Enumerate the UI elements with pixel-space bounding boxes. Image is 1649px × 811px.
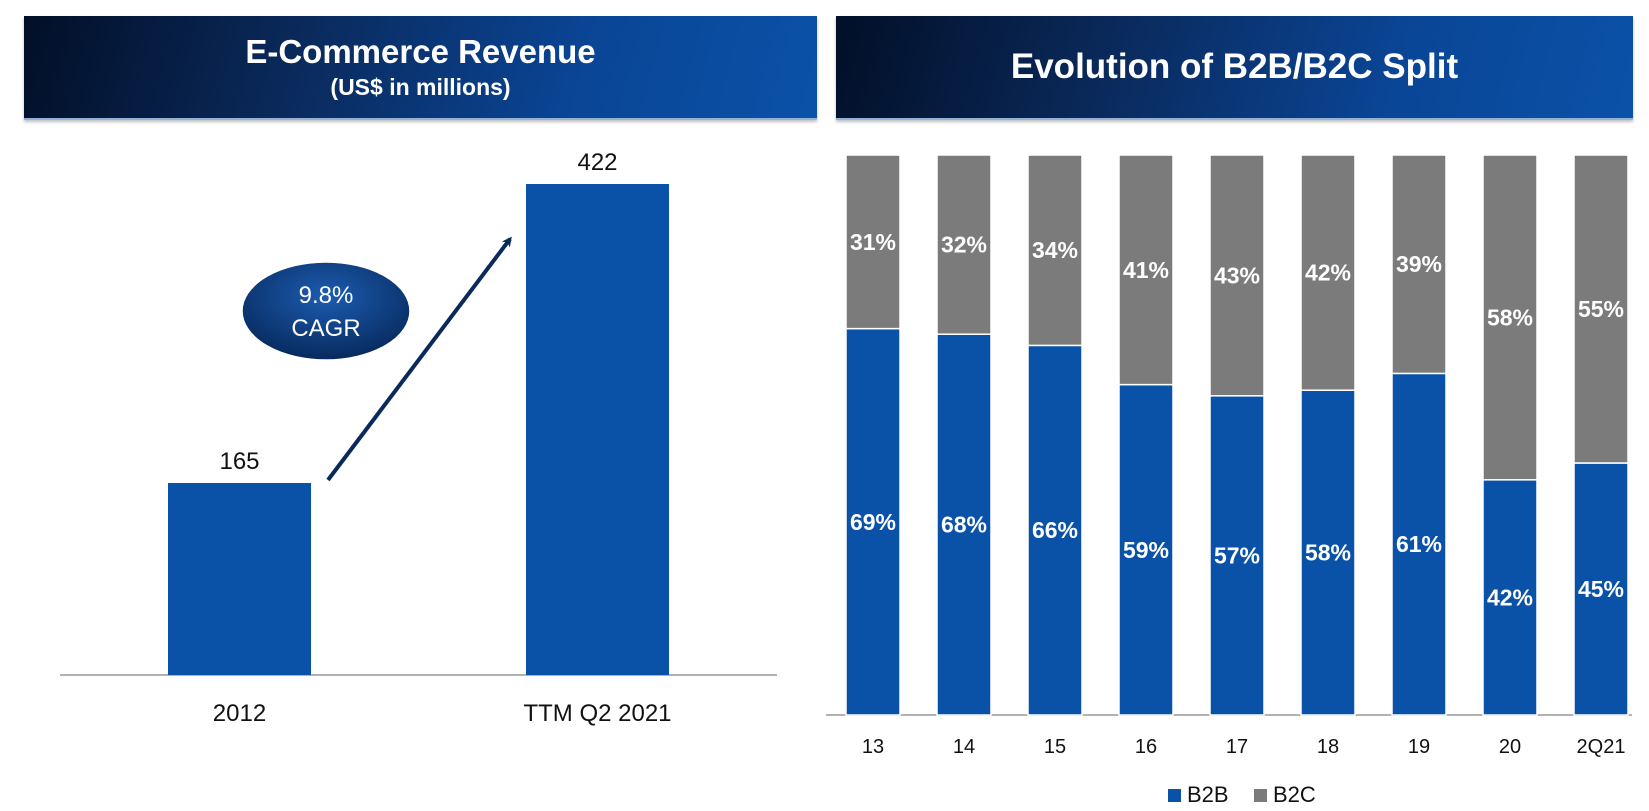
b2b-percent-label: 68% <box>941 512 987 538</box>
split-category-label: 16 <box>1135 736 1157 758</box>
b2b-bar-segment <box>1118 383 1174 716</box>
b2c-percent-label: 58% <box>1487 304 1533 330</box>
b2c-bar-segment <box>1209 154 1265 397</box>
b2b-bar-segment <box>1027 344 1083 716</box>
revenue-title: E-Commerce Revenue <box>245 33 596 70</box>
b2b-bar-segment <box>845 327 901 716</box>
b2c-bar-segment <box>1482 154 1538 481</box>
cagr-label: CAGR <box>291 315 360 342</box>
split-category-label: 18 <box>1317 736 1339 758</box>
b2c-percent-label: 55% <box>1578 296 1624 322</box>
split-legend: B2B B2C <box>1168 782 1316 807</box>
split-category-label: 17 <box>1226 736 1248 758</box>
b2b-bar-segment <box>1482 479 1538 716</box>
b2b-percent-label: 45% <box>1578 576 1624 602</box>
legend-swatch-b2b <box>1168 789 1181 802</box>
revenue-value-label: 165 <box>219 448 259 475</box>
b2b-percent-label: 61% <box>1396 531 1442 557</box>
b2b-percent-label: 59% <box>1123 537 1169 563</box>
revenue-chart: 9.8% CAGR 165 2012 422 TTM Q2 2021 <box>60 149 777 727</box>
cagr-ellipse <box>241 261 411 361</box>
b2b-percent-label: 58% <box>1305 540 1351 566</box>
b2c-percent-label: 34% <box>1032 237 1078 263</box>
split-category-label: 2Q21 <box>1577 736 1626 758</box>
b2b-bar-segment <box>1300 389 1356 716</box>
revenue-header: E-Commerce Revenue (US$ in millions) <box>24 16 817 120</box>
split-category-label: 15 <box>1044 736 1066 758</box>
b2c-bar-segment <box>1027 154 1083 347</box>
b2c-bar-segment <box>845 154 901 330</box>
b2c-bar-segment <box>1573 154 1629 464</box>
b2c-percent-label: 42% <box>1305 260 1351 286</box>
legend-swatch-b2c <box>1254 789 1267 802</box>
split-category-label: 14 <box>953 736 975 758</box>
split-title: Evolution of B2B/B2C Split <box>1010 47 1459 86</box>
b2b-bar-segment <box>936 333 992 716</box>
b2b-percent-label: 57% <box>1214 542 1260 568</box>
b2c-percent-label: 39% <box>1396 251 1442 277</box>
split-chart: 69% 31% 13 68% 32% 14 66% 34% 15 59% 41% 16 57% 43% 17… <box>826 154 1632 807</box>
b2c-percent-label: 43% <box>1214 262 1260 288</box>
split-category-label: 13 <box>862 736 884 758</box>
b2b-percent-label: 66% <box>1032 517 1078 543</box>
revenue-subtitle: (US$ in millions) <box>330 74 511 100</box>
revenue-value-label: 422 <box>577 149 617 176</box>
revenue-category-label: 2012 <box>213 700 266 727</box>
b2c-bar-segment <box>1300 154 1356 391</box>
revenue-bar <box>526 184 669 675</box>
split-category-label: 20 <box>1499 736 1521 758</box>
b2b-percent-label: 69% <box>850 509 896 535</box>
b2b-percent-label: 42% <box>1487 584 1533 610</box>
cagr-badge: 9.8% CAGR <box>241 261 411 361</box>
legend-label-b2c: B2C <box>1273 782 1316 807</box>
split-header: Evolution of B2B/B2C Split <box>836 16 1633 120</box>
b2c-percent-label: 41% <box>1123 257 1169 283</box>
b2c-bar-segment <box>936 154 992 335</box>
revenue-category-label: TTM Q2 2021 <box>523 700 671 727</box>
b2c-percent-label: 32% <box>941 232 987 258</box>
cagr-value: 9.8% <box>299 282 354 309</box>
revenue-bar <box>168 483 311 675</box>
b2c-percent-label: 31% <box>850 229 896 255</box>
legend-label-b2b: B2B <box>1187 782 1229 807</box>
split-category-label: 19 <box>1408 736 1430 758</box>
b2c-bar-segment <box>1118 154 1174 386</box>
b2b-bar-segment <box>1209 395 1265 716</box>
b2c-bar-segment <box>1391 154 1447 375</box>
growth-arrow <box>326 236 512 482</box>
